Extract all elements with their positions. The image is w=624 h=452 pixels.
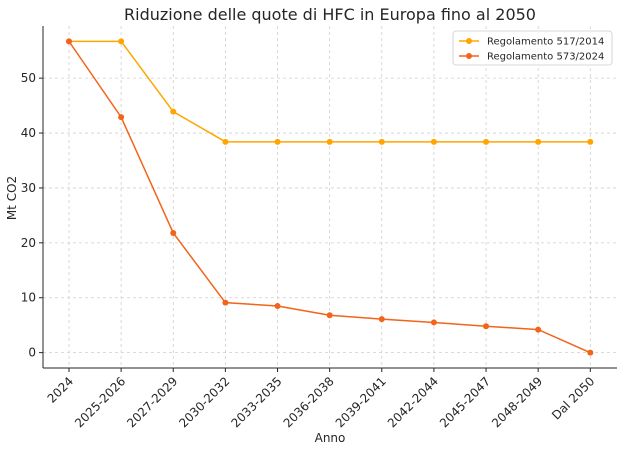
series-2 bbox=[66, 38, 594, 356]
x-tick-label: 2033-2035 bbox=[228, 374, 284, 430]
data-point bbox=[118, 38, 125, 45]
data-point bbox=[170, 229, 177, 236]
legend-box bbox=[452, 30, 613, 66]
data-point bbox=[483, 323, 490, 330]
x-tick-label: 2039-2041 bbox=[333, 374, 389, 430]
legend-marker bbox=[466, 53, 472, 59]
y-tick-label: 20 bbox=[21, 236, 36, 250]
x-tick-label: Dal 2050 bbox=[549, 374, 597, 422]
y-tick-label: 30 bbox=[21, 181, 36, 195]
data-point bbox=[430, 138, 437, 145]
data-point bbox=[222, 299, 229, 306]
data-point bbox=[587, 138, 594, 145]
axes: 0 10 20 30 40 50 20242025-20262027-20292030-2… bbox=[21, 26, 617, 430]
data-point bbox=[170, 108, 177, 115]
data-point bbox=[483, 138, 490, 145]
legend-entry: Regolamento 517/2014 bbox=[459, 37, 604, 48]
data-point bbox=[326, 138, 333, 145]
x-tick-label: 2027-2029 bbox=[124, 374, 180, 430]
data-point bbox=[535, 326, 542, 333]
plot-area bbox=[66, 38, 594, 356]
data-point bbox=[326, 312, 333, 319]
data-point bbox=[378, 316, 385, 323]
data-point bbox=[222, 138, 229, 145]
legend-entry: Regolamento 573/2024 bbox=[459, 52, 604, 63]
x-tick-label: 2036-2038 bbox=[281, 374, 337, 430]
data-point bbox=[535, 138, 542, 145]
x-axis: 20242025-20262027-20292030-20322033-2035… bbox=[43, 367, 617, 430]
x-tick-label: 2025-2026 bbox=[72, 374, 128, 430]
data-point bbox=[274, 302, 281, 309]
chart-title: Riduzione delle quote di HFC in Europa f… bbox=[124, 5, 536, 24]
x-tick-label: 2042-2044 bbox=[385, 374, 441, 430]
y-tick-label: 10 bbox=[21, 291, 36, 305]
legend: Regolamento 517/2014 Regolamento 573/2024 bbox=[452, 30, 613, 66]
grid bbox=[43, 26, 617, 368]
x-tick-label: 2045-2047 bbox=[437, 374, 493, 430]
y-tick-label: 50 bbox=[21, 71, 36, 85]
data-point bbox=[378, 138, 385, 145]
data-point bbox=[430, 319, 437, 326]
data-point bbox=[587, 349, 594, 356]
data-point bbox=[274, 138, 281, 145]
legend-label: Regolamento 517/2014 bbox=[487, 37, 604, 48]
data-point bbox=[66, 38, 72, 45]
y-axis: 0 10 20 30 40 50 bbox=[21, 26, 44, 368]
x-tick-label: 2024 bbox=[45, 374, 76, 405]
y-tick-label: 0 bbox=[28, 346, 36, 360]
data-point bbox=[118, 114, 125, 121]
x-tick-label: 2048-2049 bbox=[489, 374, 545, 430]
y-tick-label: 40 bbox=[21, 126, 36, 140]
x-axis-label: Anno bbox=[315, 431, 346, 445]
legend-label: Regolamento 573/2024 bbox=[487, 52, 604, 63]
x-tick-label: 2030-2032 bbox=[176, 374, 232, 430]
y-axis-label: Mt CO2 bbox=[5, 176, 19, 220]
legend-marker bbox=[466, 38, 472, 44]
